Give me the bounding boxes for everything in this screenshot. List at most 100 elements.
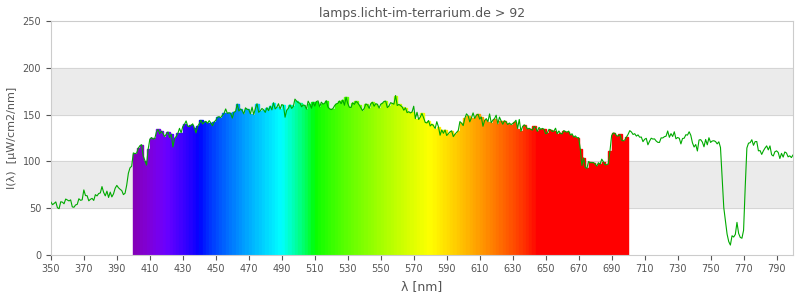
- Bar: [612, 133, 615, 255]
- Bar: [615, 136, 618, 255]
- Bar: [311, 102, 314, 255]
- Bar: [608, 151, 612, 255]
- Bar: [605, 165, 608, 255]
- Y-axis label: I(λ)  [µW/cm2/nm]: I(λ) [µW/cm2/nm]: [7, 87, 17, 189]
- Bar: [417, 119, 420, 255]
- Bar: [486, 122, 490, 255]
- Bar: [146, 149, 150, 255]
- Bar: [275, 107, 278, 255]
- Bar: [255, 104, 258, 255]
- Bar: [493, 119, 496, 255]
- Bar: [222, 113, 226, 255]
- Bar: [249, 114, 252, 255]
- Bar: [298, 103, 302, 255]
- Bar: [552, 131, 555, 255]
- Bar: [134, 154, 137, 255]
- Bar: [140, 145, 143, 255]
- Bar: [390, 103, 394, 255]
- Bar: [157, 130, 160, 255]
- Bar: [206, 123, 209, 255]
- Bar: [351, 103, 354, 255]
- Bar: [219, 118, 222, 255]
- Bar: [199, 120, 202, 255]
- Bar: [193, 128, 196, 255]
- Bar: [480, 117, 483, 255]
- Bar: [334, 104, 338, 255]
- Bar: [430, 124, 434, 255]
- Bar: [394, 95, 398, 255]
- Bar: [252, 115, 255, 255]
- Bar: [592, 163, 595, 255]
- Bar: [546, 133, 549, 255]
- Bar: [602, 162, 605, 255]
- Bar: [595, 166, 598, 255]
- Bar: [328, 109, 331, 255]
- Bar: [322, 104, 325, 255]
- Bar: [506, 124, 510, 255]
- Bar: [384, 101, 387, 255]
- Bar: [437, 127, 440, 255]
- Bar: [292, 106, 295, 255]
- Bar: [559, 134, 562, 255]
- Bar: [414, 119, 417, 255]
- Bar: [331, 109, 334, 255]
- Bar: [440, 130, 443, 255]
- Bar: [586, 169, 589, 255]
- Bar: [526, 129, 529, 255]
- Bar: [176, 134, 179, 255]
- Bar: [226, 113, 229, 255]
- Bar: [325, 101, 328, 255]
- Bar: [314, 101, 318, 255]
- Bar: [398, 104, 401, 255]
- Bar: [502, 121, 506, 255]
- Bar: [367, 108, 371, 255]
- Bar: [578, 149, 582, 255]
- Bar: [516, 128, 519, 255]
- Bar: [150, 137, 153, 255]
- Bar: [420, 113, 424, 255]
- Bar: [427, 121, 430, 255]
- Bar: [295, 101, 298, 255]
- Bar: [213, 122, 216, 255]
- Bar: [483, 120, 486, 255]
- Bar: [572, 137, 575, 255]
- Bar: [463, 118, 466, 255]
- Bar: [622, 141, 625, 255]
- Bar: [513, 122, 516, 255]
- Bar: [186, 126, 190, 255]
- Bar: [566, 132, 569, 255]
- Bar: [569, 135, 572, 255]
- Bar: [51, 161, 793, 208]
- Bar: [262, 110, 266, 255]
- Bar: [499, 121, 502, 255]
- Bar: [589, 163, 592, 255]
- Bar: [166, 132, 170, 255]
- Bar: [246, 109, 249, 255]
- Bar: [460, 123, 463, 255]
- Bar: [190, 125, 193, 255]
- Bar: [371, 102, 374, 255]
- Bar: [269, 106, 272, 255]
- Bar: [196, 126, 199, 255]
- Bar: [361, 111, 364, 255]
- Bar: [258, 111, 262, 255]
- Bar: [443, 130, 446, 255]
- Bar: [137, 148, 140, 255]
- Bar: [364, 104, 367, 255]
- Bar: [209, 123, 213, 255]
- Bar: [522, 125, 526, 255]
- Bar: [163, 136, 166, 255]
- Bar: [555, 134, 559, 255]
- Bar: [308, 104, 311, 255]
- Bar: [434, 129, 437, 255]
- Bar: [345, 97, 348, 255]
- Bar: [457, 130, 460, 255]
- Bar: [235, 104, 239, 255]
- Bar: [51, 68, 793, 115]
- Bar: [216, 117, 219, 255]
- Bar: [358, 105, 361, 255]
- Bar: [341, 100, 345, 255]
- Bar: [354, 101, 358, 255]
- Bar: [625, 137, 628, 255]
- Bar: [536, 131, 539, 255]
